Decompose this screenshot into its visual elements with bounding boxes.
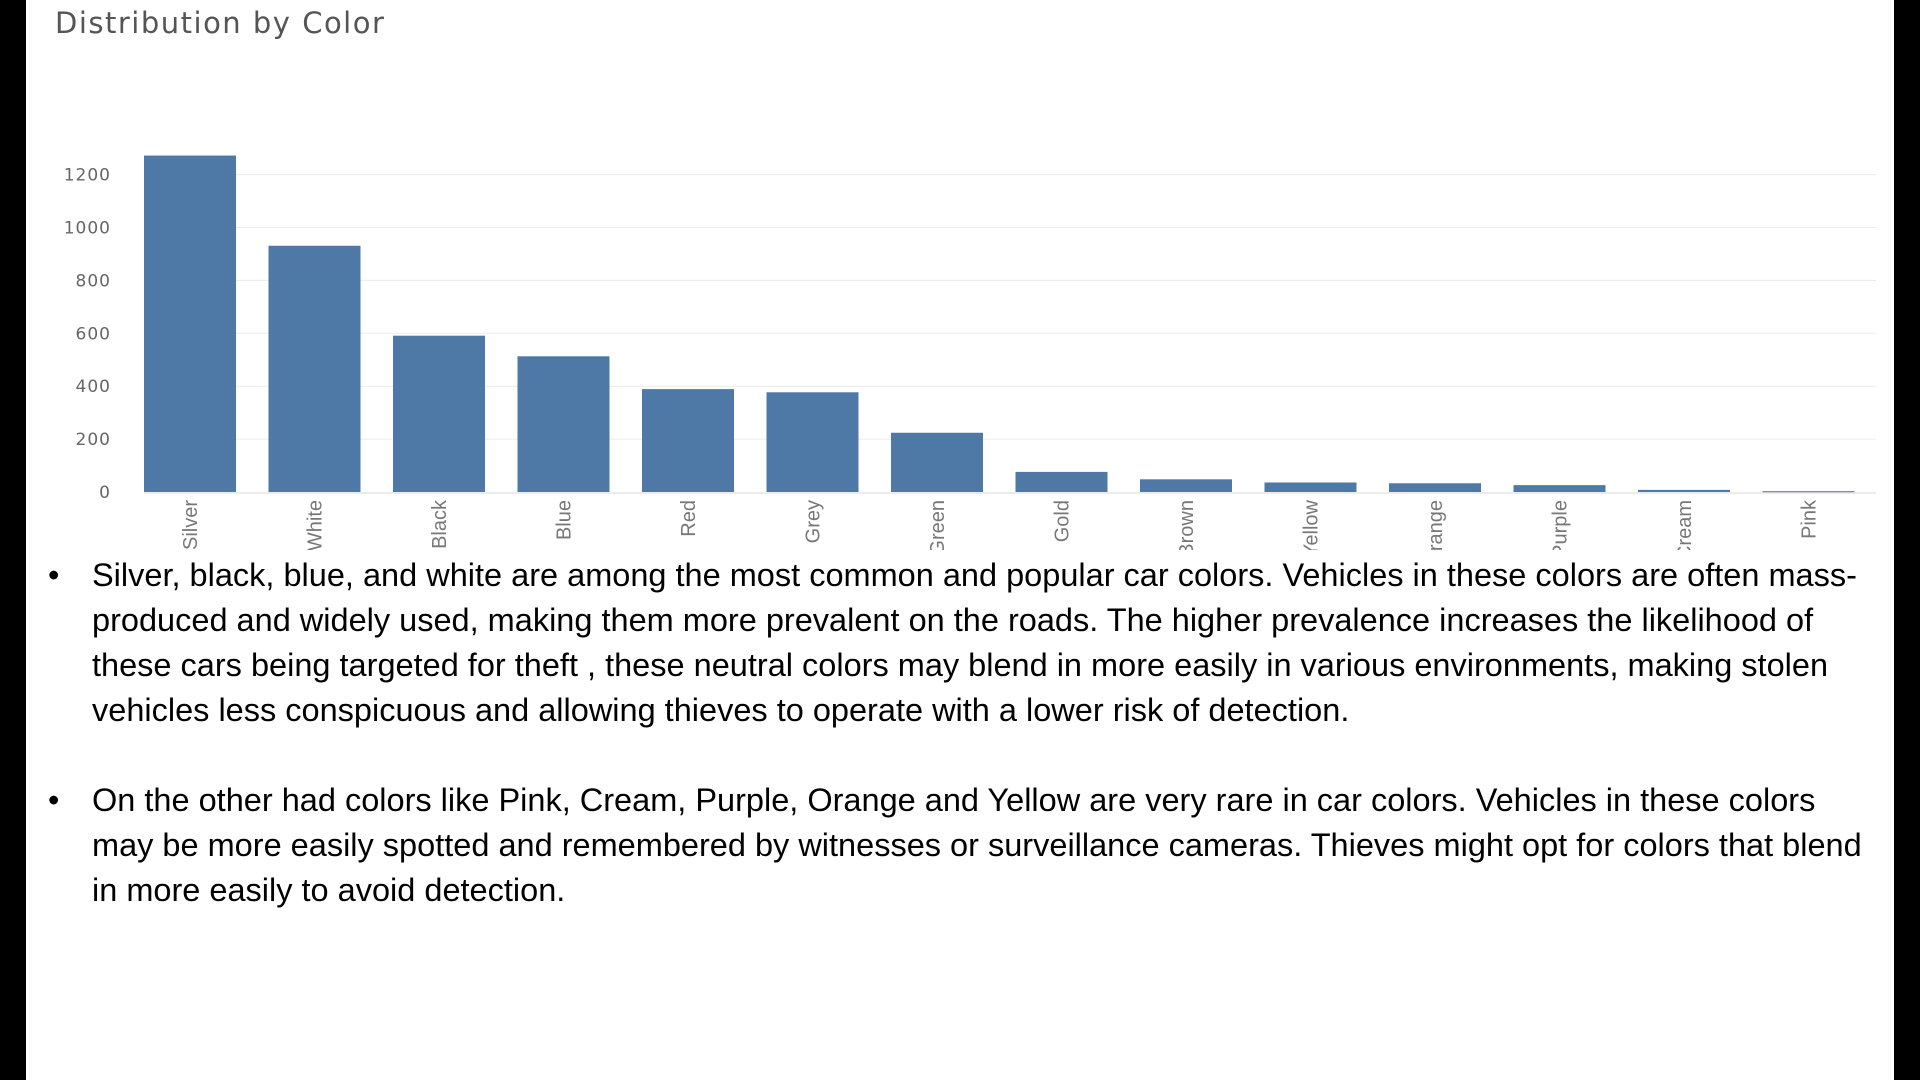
x-tick-label: White bbox=[305, 500, 327, 550]
x-tick-label: Silver bbox=[180, 500, 202, 550]
y-tick-label: 400 bbox=[76, 377, 111, 397]
x-tick-label: Blue bbox=[554, 500, 576, 540]
y-tick-label: 1000 bbox=[64, 219, 111, 239]
bar-brown bbox=[1140, 479, 1232, 492]
x-tick-label: Pink bbox=[1799, 499, 1821, 539]
x-tick-label: Red bbox=[678, 500, 700, 537]
y-tick-label: 200 bbox=[76, 430, 111, 450]
y-axis-ticks: 0 200 400 600 800 1000 1200 bbox=[64, 166, 111, 503]
bullet-text: Silver, black, blue, and white are among… bbox=[92, 557, 1857, 728]
bar-pink bbox=[1762, 491, 1855, 493]
x-tick-label: Green bbox=[927, 500, 949, 550]
x-tick-label: Cream bbox=[1674, 500, 1696, 550]
bullet-list: • Silver, black, blue, and white are amo… bbox=[26, 553, 1894, 958]
bar-cream bbox=[1638, 489, 1730, 492]
x-tick-label: Black bbox=[429, 499, 451, 549]
bullet-item: • Silver, black, blue, and white are amo… bbox=[26, 553, 1894, 733]
bullet-marker: • bbox=[48, 782, 60, 818]
bar-yellow bbox=[1264, 482, 1357, 492]
bar-silver bbox=[144, 155, 236, 492]
x-tick-label: Purple bbox=[1550, 500, 1572, 550]
slide: Distribution by Color 0 200 400 600 800 1000 1… bbox=[26, 0, 1894, 1080]
y-tick-label: 600 bbox=[76, 324, 111, 344]
y-tick-label: 0 bbox=[99, 483, 111, 503]
x-tick-label: Brown bbox=[1176, 500, 1198, 550]
bars bbox=[144, 155, 1855, 493]
bar-red bbox=[642, 389, 734, 492]
y-tick-label: 800 bbox=[76, 271, 111, 291]
bullet-marker: • bbox=[48, 557, 60, 593]
chart-area: Distribution by Color 0 200 400 600 800 1000 1… bbox=[26, 0, 1894, 550]
bar-blue bbox=[517, 356, 610, 492]
x-tick-label: Orange bbox=[1425, 500, 1447, 550]
bar-grey bbox=[766, 392, 859, 492]
bar-chart: 0 200 400 600 800 1000 1200 Silver White Black Bl… bbox=[64, 155, 1876, 550]
x-tick-label: Yellow bbox=[1301, 499, 1323, 550]
bar-white bbox=[268, 245, 361, 492]
y-tick-label: 1200 bbox=[64, 166, 111, 186]
bar-gold bbox=[1015, 471, 1108, 492]
bar-green bbox=[891, 432, 983, 492]
bullet-item: • On the other had colors like Pink, Cre… bbox=[26, 778, 1894, 913]
x-tick-label: Gold bbox=[1052, 500, 1074, 542]
x-axis-ticks: Silver White Black Blue Red Grey Green Gold Brow… bbox=[180, 499, 1821, 550]
bar-black bbox=[393, 335, 485, 492]
bar-orange bbox=[1389, 483, 1481, 492]
chart-title: Distribution by Color bbox=[55, 6, 386, 40]
bullet-text: On the other had colors like Pink, Cream… bbox=[92, 782, 1862, 908]
x-tick-label: Grey bbox=[803, 500, 825, 543]
bar-purple bbox=[1513, 485, 1606, 492]
